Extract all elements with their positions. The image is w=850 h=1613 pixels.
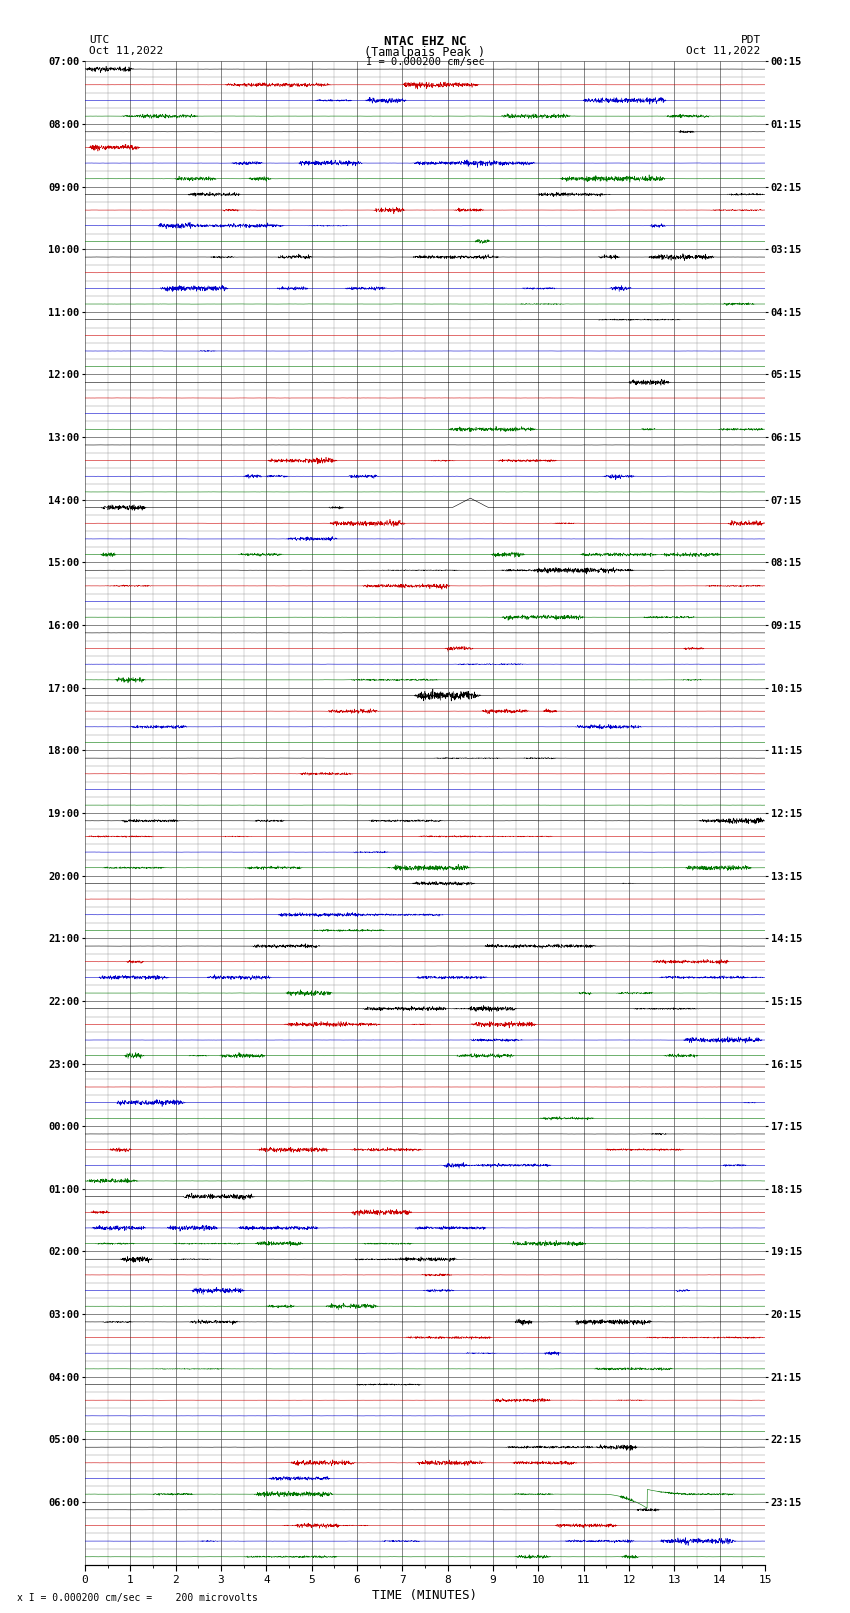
- Text: I = 0.000200 cm/sec: I = 0.000200 cm/sec: [366, 56, 484, 66]
- Text: (Tamalpais Peak ): (Tamalpais Peak ): [365, 45, 485, 60]
- Text: Oct 11,2022: Oct 11,2022: [687, 45, 761, 56]
- Text: Oct 11,2022: Oct 11,2022: [89, 45, 163, 56]
- Text: UTC: UTC: [89, 35, 110, 45]
- X-axis label: TIME (MINUTES): TIME (MINUTES): [372, 1589, 478, 1602]
- Text: x I = 0.000200 cm/sec =    200 microvolts: x I = 0.000200 cm/sec = 200 microvolts: [17, 1594, 258, 1603]
- Text: NTAC EHZ NC: NTAC EHZ NC: [383, 35, 467, 48]
- Text: PDT: PDT: [740, 35, 761, 45]
